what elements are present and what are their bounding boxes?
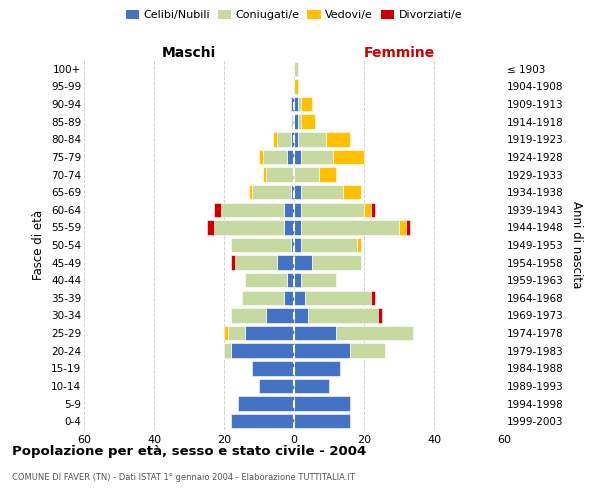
Bar — [284, 220, 294, 234]
Bar — [238, 396, 294, 411]
Bar — [277, 256, 294, 270]
Bar — [284, 290, 294, 305]
Bar — [343, 185, 361, 200]
Text: Femmine: Femmine — [364, 46, 434, 60]
Bar — [266, 168, 294, 181]
Bar — [241, 290, 284, 305]
Bar — [294, 150, 301, 164]
Bar — [214, 220, 284, 234]
Bar — [227, 326, 245, 340]
Legend: Celibi/Nubili, Coniugati/e, Vedovi/e, Divorziati/e: Celibi/Nubili, Coniugati/e, Vedovi/e, Di… — [121, 6, 467, 25]
Bar — [263, 150, 287, 164]
Bar — [248, 185, 252, 200]
Bar — [290, 185, 294, 200]
Bar — [245, 273, 287, 287]
Bar — [294, 185, 301, 200]
Bar — [294, 396, 350, 411]
Bar — [301, 238, 357, 252]
Bar — [231, 308, 266, 322]
Bar — [294, 273, 301, 287]
Bar — [290, 238, 294, 252]
Bar — [290, 132, 294, 146]
Bar — [301, 150, 332, 164]
Bar — [301, 185, 343, 200]
Bar — [294, 361, 340, 376]
Bar — [399, 220, 406, 234]
Bar — [294, 168, 319, 181]
Bar — [221, 202, 284, 217]
Bar — [332, 150, 364, 164]
Bar — [371, 202, 374, 217]
Bar — [298, 114, 301, 129]
Bar — [252, 361, 294, 376]
Bar — [301, 273, 336, 287]
Bar — [301, 97, 311, 112]
Bar — [294, 79, 298, 94]
Bar — [301, 114, 315, 129]
Bar — [273, 132, 277, 146]
Bar — [287, 150, 294, 164]
Bar — [214, 202, 221, 217]
Text: Maschi: Maschi — [162, 46, 216, 60]
Bar — [294, 378, 329, 393]
Bar — [284, 202, 294, 217]
Bar — [378, 308, 382, 322]
Bar — [311, 256, 361, 270]
Text: COMUNE DI FAVER (TN) - Dati ISTAT 1° gennaio 2004 - Elaborazione TUTTITALIA.IT: COMUNE DI FAVER (TN) - Dati ISTAT 1° gen… — [12, 472, 355, 482]
Bar — [235, 256, 277, 270]
Bar — [206, 220, 214, 234]
Bar — [357, 238, 361, 252]
Bar — [252, 185, 290, 200]
Bar — [298, 97, 301, 112]
Bar — [231, 238, 290, 252]
Bar — [294, 414, 350, 428]
Bar — [290, 114, 294, 129]
Bar — [294, 220, 301, 234]
Bar — [224, 326, 227, 340]
Bar — [294, 238, 301, 252]
Bar — [290, 97, 294, 112]
Bar — [259, 150, 263, 164]
Bar — [294, 344, 350, 358]
Y-axis label: Fasce di età: Fasce di età — [32, 210, 46, 280]
Y-axis label: Anni di nascita: Anni di nascita — [570, 202, 583, 288]
Bar — [294, 202, 301, 217]
Bar — [277, 132, 290, 146]
Bar — [245, 326, 294, 340]
Bar — [305, 290, 371, 305]
Bar — [350, 344, 385, 358]
Bar — [294, 326, 336, 340]
Text: Popolazione per età, sesso e stato civile - 2004: Popolazione per età, sesso e stato civil… — [12, 445, 366, 458]
Bar — [294, 62, 298, 76]
Bar — [259, 378, 294, 393]
Bar — [371, 290, 374, 305]
Bar — [294, 97, 298, 112]
Bar — [294, 114, 298, 129]
Bar — [406, 220, 409, 234]
Bar — [319, 168, 336, 181]
Bar — [364, 202, 371, 217]
Bar — [298, 132, 325, 146]
Bar — [336, 326, 413, 340]
Bar — [308, 308, 378, 322]
Bar — [263, 168, 266, 181]
Bar — [224, 344, 231, 358]
Bar — [325, 132, 350, 146]
Bar — [301, 202, 364, 217]
Bar — [294, 308, 308, 322]
Bar — [301, 220, 399, 234]
Bar — [287, 273, 294, 287]
Bar — [231, 256, 235, 270]
Bar — [294, 132, 298, 146]
Bar — [294, 290, 305, 305]
Bar — [294, 256, 311, 270]
Bar — [231, 344, 294, 358]
Bar — [231, 414, 294, 428]
Bar — [266, 308, 294, 322]
